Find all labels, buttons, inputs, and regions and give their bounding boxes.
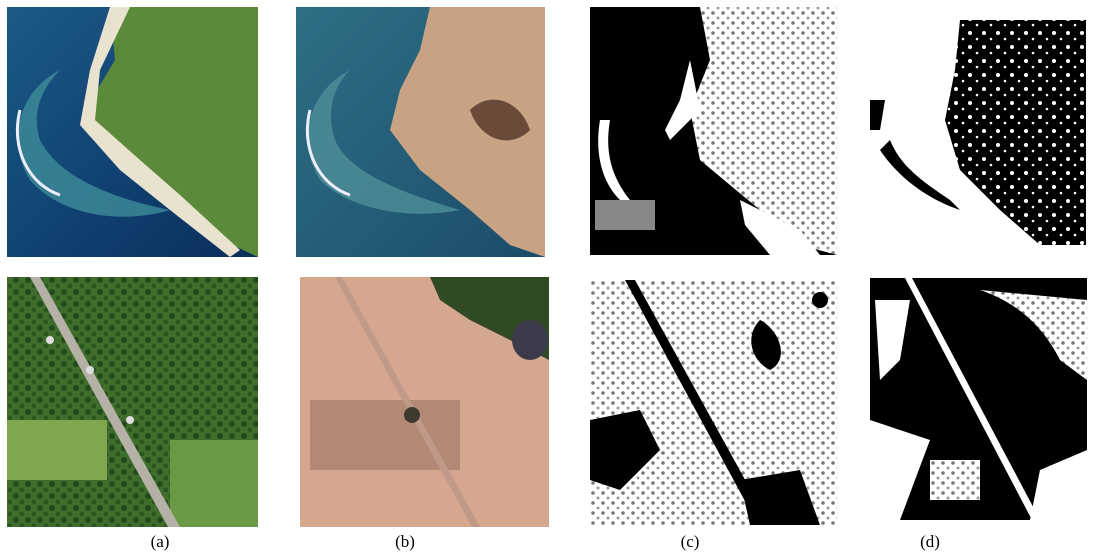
image-d-top	[870, 20, 1086, 245]
image-a-bottom	[7, 277, 258, 527]
image-c-bottom	[590, 280, 837, 525]
image-b-bottom	[300, 277, 549, 527]
caption: (a)	[151, 532, 170, 551]
image-b-top	[296, 7, 545, 257]
caption: (b)	[395, 532, 415, 551]
image-c-top	[590, 7, 837, 255]
image-d-bottom	[870, 278, 1087, 520]
caption: (d)	[920, 532, 940, 551]
image-a-top	[7, 7, 258, 257]
caption: (c)	[681, 532, 700, 551]
